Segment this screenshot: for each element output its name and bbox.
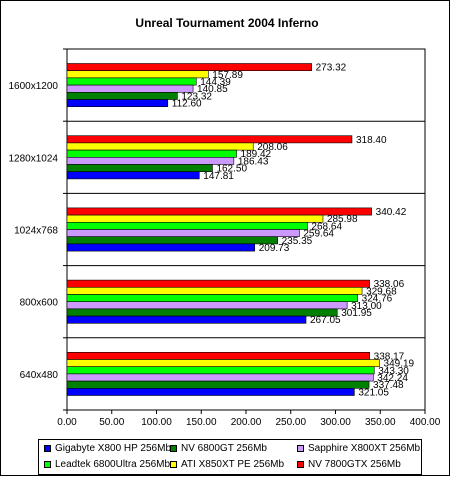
data-label: 285.98 xyxy=(327,214,358,225)
data-label: 186.43 xyxy=(238,156,269,167)
bar xyxy=(66,135,353,144)
bar xyxy=(66,236,278,245)
data-label: 338.17 xyxy=(374,351,405,362)
data-label: 343.30 xyxy=(378,366,409,377)
legend-swatch xyxy=(297,445,304,452)
data-label: 112.60 xyxy=(172,99,202,110)
y-tick-label: 1600x1200 xyxy=(9,81,59,92)
bar xyxy=(66,351,370,360)
bar xyxy=(66,380,370,389)
bar xyxy=(66,77,197,86)
bar xyxy=(66,142,254,151)
legend-item: NV 6800GT 256Mb xyxy=(170,443,267,454)
data-label: 235.35 xyxy=(282,236,313,247)
data-label: 329.68 xyxy=(366,286,397,297)
data-label: 340.42 xyxy=(376,207,407,218)
data-label: 313.00 xyxy=(351,301,382,312)
data-label: 147.81 xyxy=(203,171,234,182)
legend-label: NV 6800GT 256Mb xyxy=(181,443,267,454)
legend-label: NV 7800GTX 256Mb xyxy=(308,459,401,470)
bar xyxy=(66,214,324,223)
legend-label: Sapphire X800XT 256Mb xyxy=(308,443,421,454)
data-label: 209.73 xyxy=(259,243,290,254)
bar xyxy=(66,308,338,317)
data-label: 157.89 xyxy=(212,70,243,81)
bar xyxy=(66,70,209,79)
bar xyxy=(66,63,312,71)
legend-label: ATI X850XT PE 256Mb xyxy=(181,459,285,470)
data-label: 189.42 xyxy=(241,149,272,160)
bar xyxy=(66,315,307,324)
y-tick-label: 640x480 xyxy=(20,370,59,381)
data-label: 342.24 xyxy=(377,373,408,384)
bar xyxy=(66,243,256,252)
data-label: 162.50 xyxy=(216,164,247,175)
bar xyxy=(66,84,194,93)
legend-swatch xyxy=(297,461,304,468)
data-label: 349.19 xyxy=(384,359,415,370)
legend-item: Sapphire X800XT 256Mb xyxy=(297,443,420,454)
legend-swatch xyxy=(44,461,51,468)
x-tick-label: 200.00 xyxy=(231,417,262,428)
x-tick-label: 0.00 xyxy=(57,417,77,428)
bar xyxy=(66,359,380,367)
legend-item: ATI X850XT PE 256Mb xyxy=(170,459,284,470)
x-tick-label: 150.00 xyxy=(186,417,217,428)
data-label: 268.64 xyxy=(311,221,342,232)
data-label: 208.06 xyxy=(257,142,288,153)
bar xyxy=(66,279,370,288)
data-label: 318.40 xyxy=(356,135,387,146)
bar xyxy=(66,149,237,158)
data-label: 123.32 xyxy=(181,91,212,102)
x-tick-label: 400.00 xyxy=(410,417,441,428)
bar xyxy=(66,229,300,237)
x-tick-label: 350.00 xyxy=(365,417,396,428)
legend-swatch xyxy=(44,445,51,452)
data-label: 337.48 xyxy=(373,380,404,391)
y-tick-label: 1280x1024 xyxy=(9,153,59,164)
bar xyxy=(66,301,348,310)
x-tick-label: 250.00 xyxy=(275,417,306,428)
bar xyxy=(66,294,358,302)
legend-swatch xyxy=(170,461,177,468)
bar xyxy=(66,99,169,107)
y-tick-label: 800x600 xyxy=(20,298,59,309)
data-label: 338.06 xyxy=(374,279,405,290)
data-label: 324.76 xyxy=(362,294,393,305)
bar xyxy=(66,171,200,180)
legend-label: Gigabyte X800 HP 256Mb xyxy=(55,443,172,454)
x-tick-label: 300.00 xyxy=(320,417,351,428)
x-tick-label: 50.00 xyxy=(99,417,124,428)
bar xyxy=(66,387,355,396)
data-label: 144.39 xyxy=(200,77,231,88)
legend-item: NV 7800GTX 256Mb xyxy=(297,459,401,470)
bar xyxy=(66,366,375,375)
legend: Gigabyte X800 HP 256Mb NV 6800GT 256Mb Sap… xyxy=(38,439,422,475)
data-label: 140.85 xyxy=(197,84,228,95)
data-label: 321.05 xyxy=(358,387,389,398)
bar xyxy=(66,92,178,100)
bar xyxy=(66,373,374,382)
y-tick-label: 1024x768 xyxy=(14,226,58,237)
data-label: 259.64 xyxy=(303,229,334,240)
data-label: 267.05 xyxy=(310,315,341,326)
data-label: 301.95 xyxy=(341,308,372,319)
data-label: 273.32 xyxy=(316,63,347,74)
legend-item: Gigabyte X800 HP 256Mb xyxy=(44,443,171,454)
bar xyxy=(66,222,308,230)
legend-swatch xyxy=(170,445,177,452)
bar xyxy=(66,164,213,172)
x-tick-label: 100.00 xyxy=(141,417,172,428)
chart-title: Unreal Tournament 2004 Inferno xyxy=(135,16,318,30)
legend-label: Leadtek 6800Ultra 256Mb xyxy=(55,459,171,470)
bar xyxy=(66,286,363,295)
legend-item: Leadtek 6800Ultra 256Mb xyxy=(44,459,170,470)
bar xyxy=(66,157,235,165)
